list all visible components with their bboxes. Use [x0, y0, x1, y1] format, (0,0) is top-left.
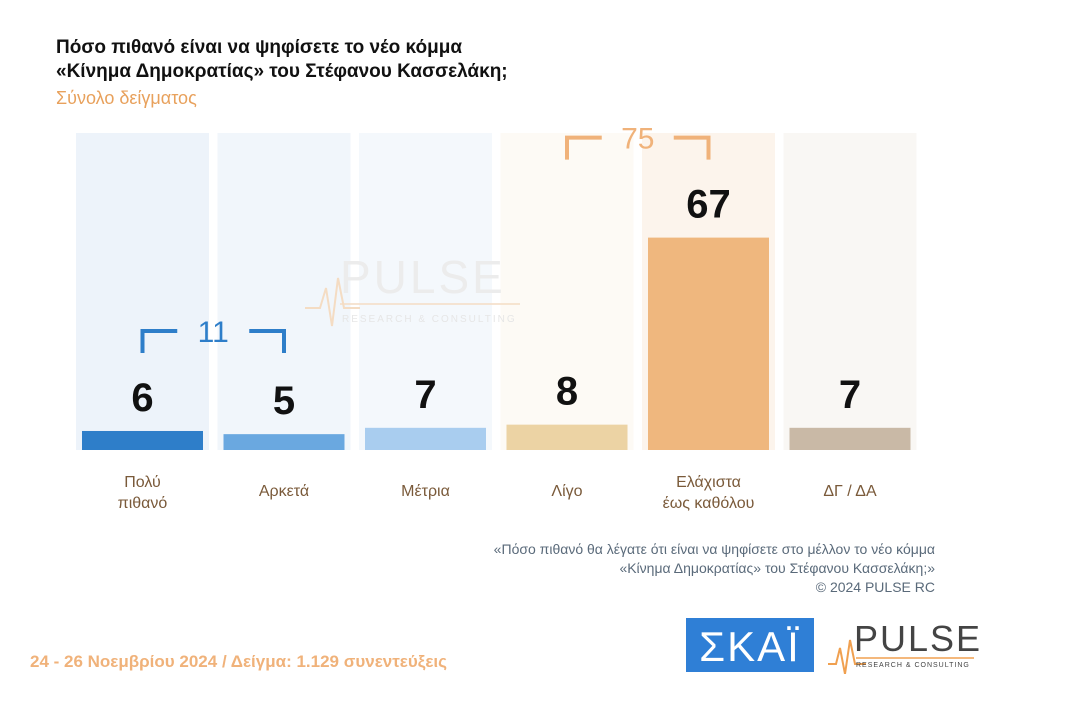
group-bracket-left — [140, 328, 178, 353]
pulse-logo-word: PULSE — [854, 618, 983, 659]
survey-footer: 24 - 26 Νοεμβρίου 2024 / Δείγμα: 1.129 σ… — [30, 652, 447, 671]
watermark-tagline: RESEARCH & CONSULTING — [342, 314, 517, 325]
bar — [223, 434, 345, 450]
bar — [82, 430, 203, 450]
group-bracket-left — [565, 135, 602, 160]
value-label: 5 — [273, 379, 295, 423]
value-label: 7 — [414, 373, 436, 417]
bar-chart: 6 Πολύ πιθανό 5 Αρκετά 7 Μέτρια 8 Λίγο 67 Ελάχιστα… — [76, 123, 917, 512]
category-label: Μέτρια — [401, 483, 450, 500]
group-total-label: 75 — [621, 123, 654, 156]
pulse-logo-tagline: RESEARCH & CONSULTING — [856, 662, 970, 669]
category-label: Αρκετά — [259, 483, 309, 500]
pulse-watermark: PULSE RESEARCH & CONSULTING — [305, 251, 520, 327]
bar — [506, 424, 628, 450]
chart-title-line-1: Πόσο πιθανό είναι να ψηφίσετε το νέο κόμ… — [56, 37, 463, 58]
skai-logo: ΣΚΑΪ — [686, 618, 814, 672]
bar — [365, 427, 486, 450]
footnote-line-2: «Κίνημα Δημοκρατίας» του Στέφανου Κασσελ… — [619, 560, 935, 576]
column-background — [359, 133, 492, 450]
value-label: 7 — [839, 373, 861, 417]
column-background — [500, 133, 634, 450]
bar — [648, 237, 769, 450]
footnote-line-1: «Πόσο πιθανό θα λέγατε ότι είναι να ψηφί… — [493, 541, 935, 557]
column-background — [783, 133, 917, 450]
column-background — [217, 133, 351, 450]
chart-title: Πόσο πιθανό είναι να ψηφίσετε το νέο κόμ… — [56, 36, 508, 84]
pulse-logo: PULSE RESEARCH & CONSULTING — [826, 618, 980, 674]
category-label: Ελάχιστα έως καθόλου — [663, 474, 755, 512]
column-background — [76, 133, 209, 450]
bar — [789, 427, 911, 450]
chart-subtitle: Σύνολο δείγματος — [56, 88, 197, 108]
value-label: 6 — [131, 376, 153, 420]
category-label: ΔΓ / ΔΑ — [823, 483, 877, 500]
skai-logo-text: ΣΚΑΪ — [699, 623, 801, 670]
watermark-word: PULSE — [340, 251, 506, 303]
category-label: Πολύ πιθανό — [118, 474, 168, 512]
value-label: 8 — [556, 370, 578, 414]
group-total-label: 11 — [198, 316, 229, 349]
group-bracket-right — [673, 135, 711, 160]
footnote: «Πόσο πιθανό θα λέγατε ότι είναι να ψηφί… — [494, 540, 935, 597]
chart-title-line-2: «Κίνημα Δημοκρατίας» του Στέφανου Κασσελ… — [56, 61, 508, 82]
category-label: Λίγο — [551, 483, 582, 500]
group-bracket-right — [249, 328, 286, 353]
copyright: © 2024 PULSE RC — [815, 579, 935, 595]
value-label: 67 — [686, 183, 731, 227]
